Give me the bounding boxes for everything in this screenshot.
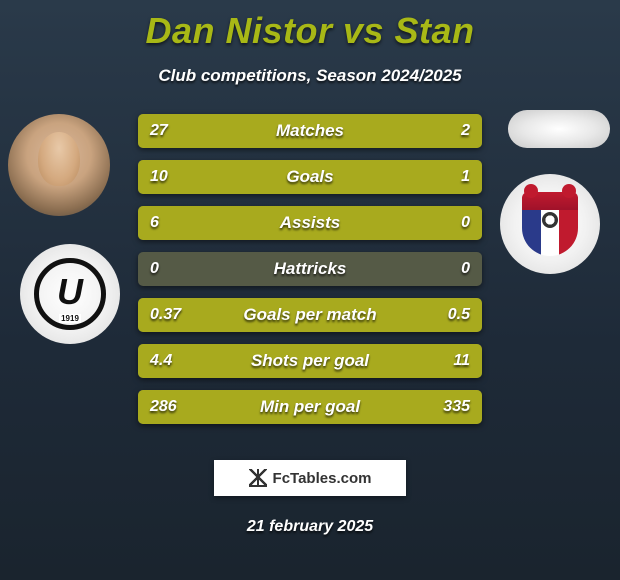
stat-row: 272Matches [138, 114, 482, 148]
club-badge-ring: U 1919 [34, 258, 106, 330]
stat-label: Min per goal [138, 390, 482, 424]
stat-label: Hattricks [138, 252, 482, 286]
stat-row: 101Goals [138, 160, 482, 194]
page-subtitle: Club competitions, Season 2024/2025 [0, 66, 620, 86]
club-badge-shield [522, 192, 578, 256]
club-badge-year: 1919 [59, 314, 81, 323]
stat-row: 0.370.5Goals per match [138, 298, 482, 332]
stat-label: Goals per match [138, 298, 482, 332]
stat-label: Shots per goal [138, 344, 482, 378]
page-title: Dan Nistor vs Stan [0, 0, 620, 52]
player-left-avatar [8, 114, 110, 216]
player-right-avatar [508, 110, 610, 148]
club-badge-letter: U [57, 271, 83, 313]
footer-date: 21 february 2025 [0, 518, 620, 536]
stat-row: 4.411Shots per goal [138, 344, 482, 378]
player-right-club-badge [500, 174, 600, 274]
stat-label: Goals [138, 160, 482, 194]
player-left-club-badge: U 1919 [20, 244, 120, 344]
stat-label: Matches [138, 114, 482, 148]
stat-bars: 272Matches 101Goals 60Assists 00Hattricks 0.… [138, 114, 482, 424]
stat-row: 60Assists [138, 206, 482, 240]
comparison-panel: U 1919 272Matches 101Goals 60Assists 00Hatt… [0, 114, 620, 434]
fctables-logo-icon [249, 469, 267, 487]
footer-brand-text: FcTables.com [273, 470, 372, 487]
stat-row: 286335Min per goal [138, 390, 482, 424]
footer-brand-box: FcTables.com [214, 460, 406, 496]
stat-label: Assists [138, 206, 482, 240]
stat-row: 00Hattricks [138, 252, 482, 286]
